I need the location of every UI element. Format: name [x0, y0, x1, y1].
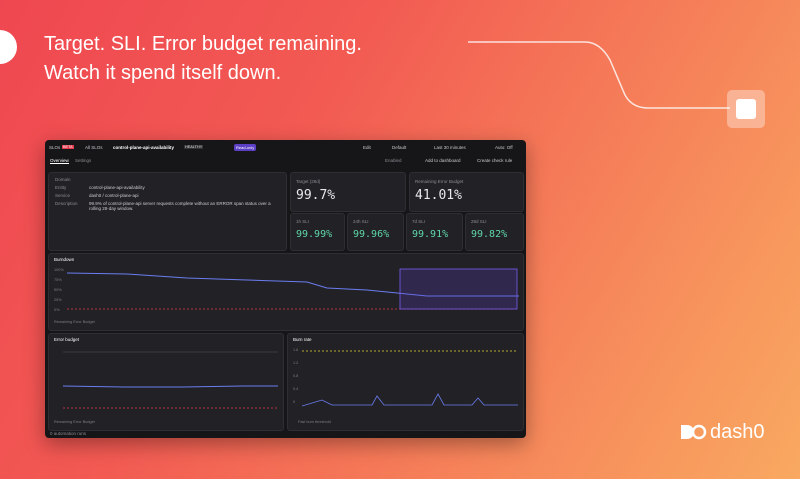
toggle[interactable]: Enabled [385, 158, 402, 163]
selection [399, 268, 518, 310]
burn-rate-panel: Burn rate 1.6 1.2 0.8 0.4 0 Fast burn th… [287, 333, 524, 431]
y-tick: 0% [54, 308, 60, 312]
dot [0, 30, 17, 64]
stat: 28d SLI 99.82% [465, 213, 524, 251]
burn-rate-plot [302, 350, 518, 407]
y-tick: 75% [54, 278, 62, 282]
y-tick: 25% [54, 298, 62, 302]
edit-btn[interactable]: Edit [363, 145, 371, 150]
y-tick: 100% [54, 268, 64, 272]
y-tick: 0 [293, 400, 296, 404]
stat: Remaining Error Budget 41.01% [409, 172, 524, 212]
value: dash0 / control-plane-api [89, 193, 139, 198]
budget-line [67, 272, 519, 297]
y-tick: 0.8 [293, 374, 299, 378]
crumb[interactable]: All SLOs [85, 145, 103, 150]
crumb-current: control-plane-api-availability [113, 145, 175, 150]
footer: 0 automation runs [50, 431, 87, 436]
refresh-btn[interactable]: Auto: Off [495, 145, 513, 150]
burndown-plot [67, 268, 519, 310]
stat-value: 99.82% [471, 229, 508, 240]
budget-line [63, 385, 278, 388]
label: Domain [55, 177, 71, 182]
app-window: SLOs BETA All SLOs control-plane-api-ava… [45, 140, 526, 438]
crumb[interactable]: SLOs [49, 145, 61, 150]
range-btn[interactable]: Last 30 minutes [434, 145, 466, 150]
stat-label: Remaining Error Budget [415, 179, 464, 184]
stat: 7d SLI 99.91% [406, 213, 463, 251]
panel-title: Burndown [54, 257, 75, 262]
connector [468, 41, 730, 109]
error-budget-panel: Error budget Remaining Error Budget [48, 333, 284, 431]
stat-value: 99.7% [296, 188, 336, 203]
panel-title: Error budget [54, 337, 80, 342]
headline: Watch it spend itself down. [44, 62, 282, 84]
tab[interactable]: Overview [50, 158, 69, 164]
logo-ring [691, 424, 707, 440]
error-budget-plot [63, 351, 278, 409]
rate-line [302, 393, 518, 407]
legend: Remaining Error Budget [54, 320, 95, 324]
view-btn[interactable]: Default [392, 145, 407, 150]
y-tick: 1.6 [293, 348, 299, 352]
add-btn[interactable]: Add to dashboard [425, 158, 461, 163]
value: control-plane-api-availability [89, 185, 145, 190]
headline: Target. SLI. Error budget remaining. [44, 33, 362, 55]
stat-value: 99.91% [412, 229, 449, 240]
value: 99.9% of control-plane-api server reques… [89, 201, 271, 211]
label: Service [55, 193, 71, 198]
label: Entity [55, 185, 67, 190]
legend: Fast burn threshold [298, 420, 331, 424]
stat-label: 24h SLI [353, 219, 369, 224]
status: HEALTHY [184, 145, 204, 149]
stat: Target (28d) 99.7% [290, 172, 406, 212]
stat-label: 7d SLI [412, 219, 426, 224]
panel-title: Burn rate [293, 337, 312, 342]
stat: 1h SLI 99.99% [290, 213, 345, 251]
rule-btn[interactable]: Create check rule [477, 158, 513, 163]
stat: 24h SLI 99.96% [347, 213, 404, 251]
stat-value: 99.99% [296, 229, 333, 240]
y-tick: 0.4 [293, 387, 299, 391]
logo-mark [681, 425, 694, 439]
node-inner [736, 99, 756, 119]
y-tick: 1.2 [293, 361, 299, 365]
stat-value: 41.01% [415, 188, 462, 203]
y-tick: 50% [54, 288, 62, 292]
logo-text: dash0 [710, 421, 765, 443]
stat-value: 99.96% [353, 229, 390, 240]
label: Description [55, 201, 78, 206]
details: Domain Entity control-plane-api-availabi… [48, 172, 287, 251]
stat-label: Target (28d) [296, 179, 321, 184]
mode: Read-only [234, 144, 257, 151]
badge: BETA [62, 145, 74, 149]
burndown-panel: Burndown 100% 75% 50% 25% 0% Remaining E… [48, 253, 524, 331]
stat-label: 28d SLI [471, 219, 487, 224]
legend: Remaining Error Budget [54, 420, 95, 424]
stat-label: 1h SLI [296, 219, 310, 224]
tab[interactable]: Settings [75, 158, 92, 163]
